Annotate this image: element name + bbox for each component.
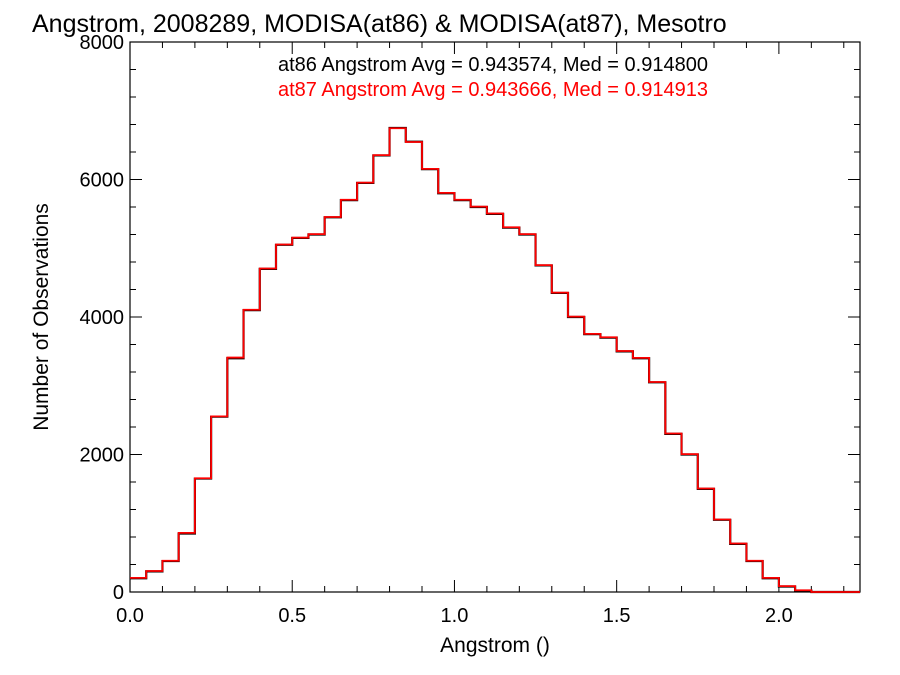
x-tick-label: 2.0 [765, 605, 793, 627]
series-at86-line [130, 126, 860, 594]
y-tick-label: 0 [113, 582, 124, 604]
x-tick-label: 0.0 [116, 605, 144, 627]
chart-title: Angstrom, 2008289, MODISA(at86) & MODISA… [32, 10, 727, 38]
plot-frame [129, 41, 861, 593]
y-tick-label: 4000 [80, 307, 125, 329]
axis-ticks [129, 41, 860, 593]
y-axis-label: Number of Observations [30, 203, 53, 431]
y-tick-label: 2000 [80, 445, 125, 467]
x-tick-label: 1.0 [441, 605, 469, 627]
x-tick-label: 0.5 [278, 605, 306, 627]
legend-entry-at86: at86 Angstrom Avg = 0.943574, Med = 0.91… [278, 54, 708, 76]
series-at87-line [130, 127, 860, 593]
legend-entry-at87: at87 Angstrom Avg = 0.943666, Med = 0.91… [278, 79, 708, 101]
series-layer [130, 126, 860, 594]
tick-labels: 0.0 0.5 1.0 1.5 2.0 0 2000 4000 6000 8000 [80, 32, 793, 627]
y-tick-label: 6000 [80, 170, 125, 192]
x-tick-label: 1.5 [603, 605, 631, 627]
y-tick-label: 8000 [80, 32, 125, 54]
x-axis-label: Angstrom () [440, 634, 550, 657]
